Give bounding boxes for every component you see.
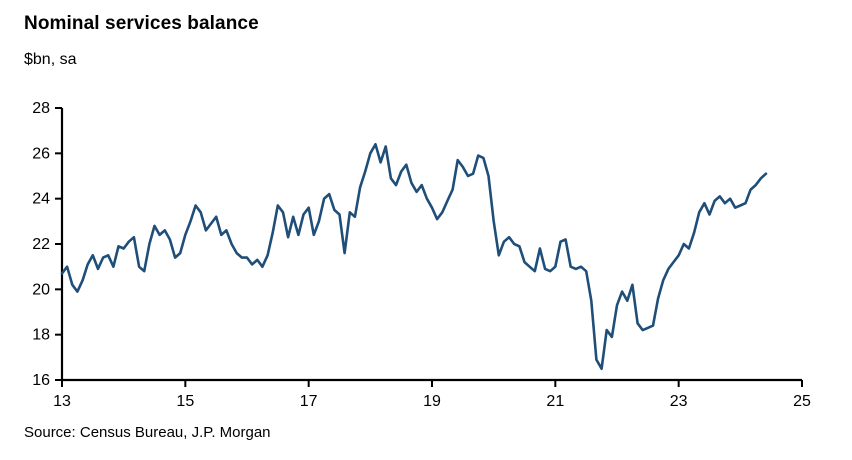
y-tick-label: 28 [32, 100, 50, 117]
x-tick-label: 21 [546, 393, 564, 410]
chart-subtitle: $bn, sa [24, 51, 77, 68]
y-tick-label: 20 [32, 281, 50, 298]
y-tick-label: 16 [32, 372, 50, 389]
x-tick-label: 15 [176, 393, 194, 410]
y-tick-label: 26 [32, 145, 50, 162]
x-tick-label: 17 [300, 393, 318, 410]
chart-title: Nominal services balance [24, 13, 259, 34]
x-tick-label: 19 [423, 393, 441, 410]
x-tick-label: 23 [670, 393, 688, 410]
series-line-nominal-services-balance [60, 143, 768, 371]
y-tick-label: 22 [32, 236, 50, 253]
source-note: Source: Census Bureau, J.P. Morgan [24, 424, 271, 441]
x-tick-label: 13 [53, 393, 71, 410]
x-tick-label: 25 [793, 393, 811, 410]
y-tick-label: 18 [32, 327, 50, 344]
y-tick-label: 24 [32, 191, 50, 208]
